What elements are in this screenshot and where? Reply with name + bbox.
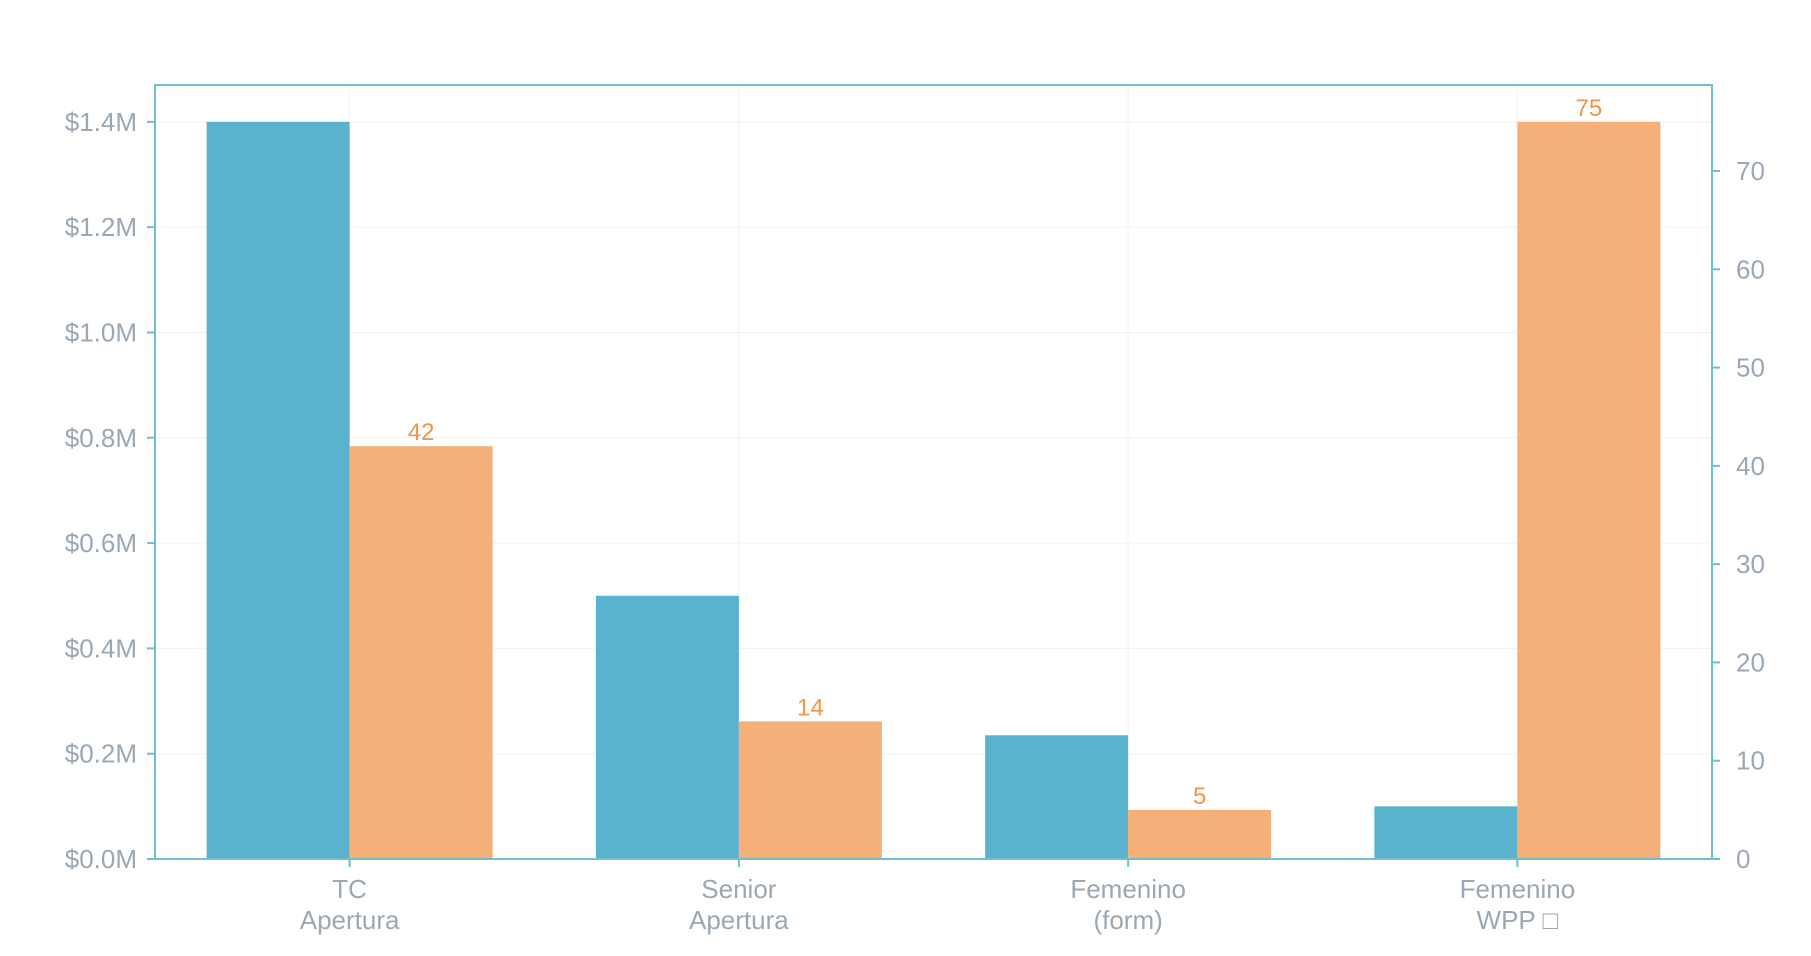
x-tick-label-3-line-0: Femenino xyxy=(1460,874,1576,904)
y-left-tick-label-1: $0.2M xyxy=(65,739,137,769)
x-tick-label-3-line-1: WPP □ xyxy=(1477,905,1559,935)
x-tick-label-2-line-0: Femenino xyxy=(1070,874,1186,904)
x-tick-label-2-line-1: (form) xyxy=(1093,905,1162,935)
data-label-series2-2: 5 xyxy=(1193,783,1206,810)
bar-series1-2 xyxy=(985,735,1129,859)
data-label-series2-3: 75 xyxy=(1576,95,1603,122)
bar-series1-0 xyxy=(206,121,350,860)
y-left-tick-label-4: $0.8M xyxy=(65,423,137,453)
data-label-series2-1: 14 xyxy=(797,694,824,721)
y-axis-left: $0.0M $0.2M $0.4M $0.6M $0.8M $1.0M $1.2M $1.4M xyxy=(65,107,155,874)
y-left-tick-label-5: $1.0M xyxy=(65,317,137,347)
y-left-tick-label-2: $0.4M xyxy=(65,633,137,663)
data-label-series2-0: 42 xyxy=(408,419,435,446)
y-axis-right: 0 10 20 30 40 50 60 70 xyxy=(1712,156,1765,874)
bar-series2-0 xyxy=(349,446,493,859)
x-tick-label-0-line-1: Apertura xyxy=(300,905,400,935)
bar-series1-1 xyxy=(595,595,739,859)
y-right-tick-label-6: 60 xyxy=(1736,254,1765,284)
bar-series2-2 xyxy=(1128,809,1272,859)
y-left-tick-label-3: $0.6M xyxy=(65,528,137,558)
x-tick-label-1-line-1: Apertura xyxy=(689,905,789,935)
bar-series2-1 xyxy=(738,721,882,859)
y-right-tick-label-1: 10 xyxy=(1736,746,1765,776)
bar-series1-3 xyxy=(1374,806,1518,859)
plot-border xyxy=(154,84,1713,860)
data-labels: 42 14 5 75 xyxy=(408,95,1602,810)
bars xyxy=(206,121,1661,860)
y-right-tick-label-2: 20 xyxy=(1736,647,1765,677)
x-tick-label-1-line-0: Senior xyxy=(701,874,776,904)
x-axis: TCAperturaSeniorAperturaFemenino(form)Fe… xyxy=(300,859,1575,935)
plot-frame xyxy=(154,84,1713,860)
bar-series2-3 xyxy=(1517,121,1661,860)
y-right-tick-label-5: 50 xyxy=(1736,353,1765,383)
x-tick-label-0-line-0: TC xyxy=(332,874,367,904)
y-left-tick-label-0: $0.0M xyxy=(65,844,137,874)
y-right-tick-label-7: 70 xyxy=(1736,156,1765,186)
y-right-tick-label-3: 30 xyxy=(1736,549,1765,579)
y-left-tick-label-7: $1.4M xyxy=(65,107,137,137)
y-right-tick-label-0: 0 xyxy=(1736,844,1750,874)
y-right-tick-label-4: 40 xyxy=(1736,451,1765,481)
y-left-tick-label-6: $1.2M xyxy=(65,212,137,242)
